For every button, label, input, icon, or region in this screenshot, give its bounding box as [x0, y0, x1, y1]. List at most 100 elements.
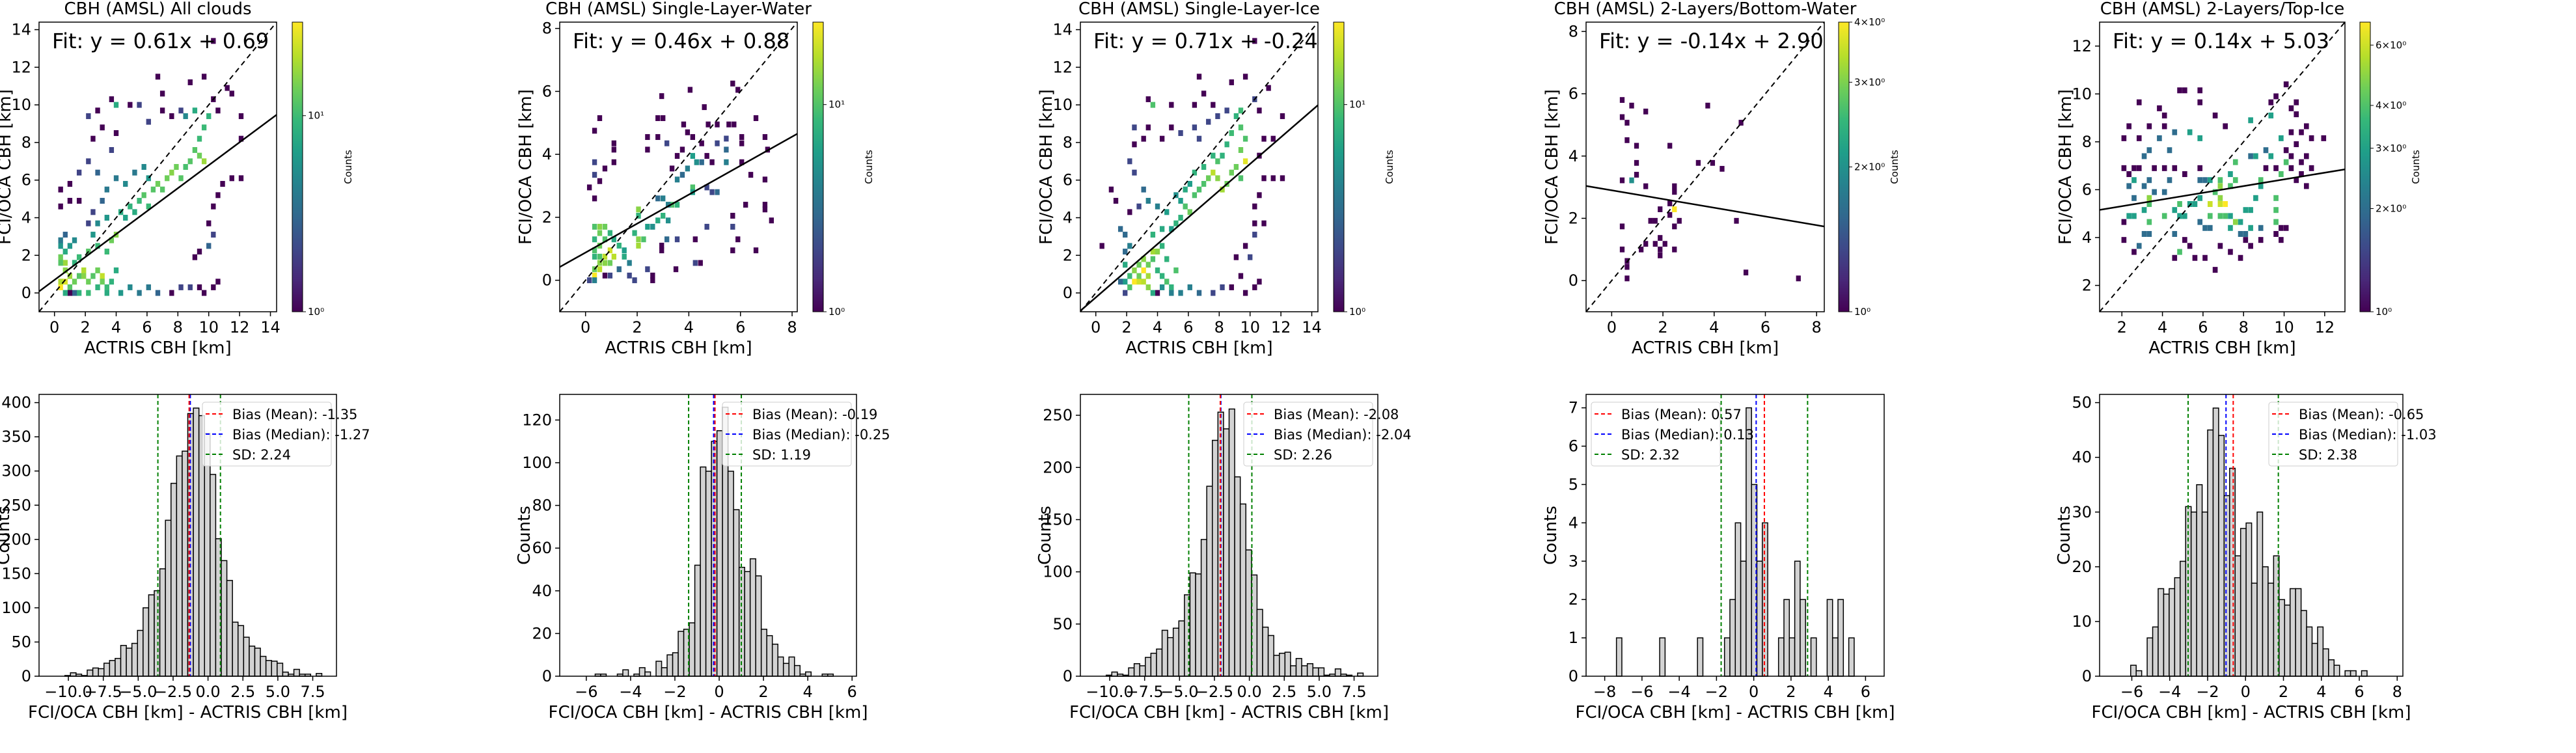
x-tick-label: −2.5	[154, 683, 192, 701]
axes-frame	[1585, 21, 1825, 312]
heatmap-cell	[150, 186, 156, 193]
heatmap-cell	[669, 165, 675, 172]
heatmap-cell	[694, 159, 699, 165]
heatmap-cell	[650, 272, 655, 279]
heatmap-cell	[132, 209, 137, 215]
x-tick-label: −6	[575, 683, 597, 701]
x-tick-label: 0	[49, 318, 59, 336]
histogram-bar	[1810, 637, 1817, 677]
heatmap-cell	[622, 247, 627, 254]
heatmap-cell	[95, 107, 100, 114]
heatmap-cell	[1619, 223, 1625, 230]
colorbar-label: Counts	[2410, 150, 2422, 184]
heatmap-cell	[592, 159, 597, 165]
heatmap-cell	[2197, 177, 2203, 184]
legend-entry: SD: 2.32	[1621, 447, 1680, 463]
heatmap-cell	[58, 284, 63, 290]
heatmap-cell	[2299, 171, 2304, 178]
y-tick-label: 60	[532, 539, 552, 557]
heatmap-cell	[159, 107, 165, 114]
heatmap-cell	[62, 267, 68, 273]
histogram-bar	[1234, 476, 1241, 677]
x-tick-label: 12	[2315, 318, 2335, 336]
heatmap-cell	[673, 266, 679, 273]
heatmap-cell	[753, 115, 759, 122]
x-tick-label: −2	[1705, 683, 1728, 701]
heatmap-cell	[2238, 230, 2243, 237]
heatmap-cell	[1155, 290, 1160, 296]
heatmap-cell	[2223, 213, 2228, 219]
heatmap-cell	[2223, 200, 2228, 208]
heatmap-cell	[636, 206, 641, 213]
heatmap-cell	[645, 146, 650, 153]
y-axis-label: Counts	[1541, 506, 1561, 565]
heatmap-cell	[2146, 177, 2152, 184]
heatmap-cell	[1215, 158, 1220, 165]
heatmap-cell	[2146, 123, 2152, 130]
heatmap-cell	[679, 172, 685, 178]
heatmap-cell	[62, 279, 68, 285]
heatmap-cell	[592, 172, 597, 178]
histogram-bar	[1783, 599, 1790, 677]
histogram-bar	[126, 648, 133, 677]
heatmap-cell	[1634, 143, 1639, 149]
histogram-bar	[1262, 626, 1269, 677]
x-tick-label: 12	[230, 318, 250, 336]
heatmap-cell	[1634, 159, 1639, 166]
histogram-bar	[2201, 512, 2208, 677]
y-tick-label: 20	[2072, 558, 2092, 576]
fit-line	[1586, 185, 1824, 228]
histogram-bar	[260, 655, 267, 677]
heatmap-cell	[1155, 249, 1160, 255]
y-tick-label: 250	[1, 496, 31, 514]
heatmap-cell	[1658, 246, 1663, 253]
x-tick-label: −4	[2158, 683, 2181, 701]
y-tick-label: 4	[2082, 228, 2092, 247]
heatmap-cell	[1196, 290, 1202, 296]
heatmap-cell	[1624, 275, 1630, 282]
heatmap-cell	[2258, 225, 2264, 231]
x-tick-label: 4	[1709, 318, 1719, 336]
legend-box	[2268, 402, 2398, 467]
heatmap-cell	[636, 242, 641, 249]
axes-frame	[1585, 394, 1885, 677]
heatmap-cell	[586, 277, 592, 284]
heatmap-cell	[724, 159, 729, 165]
heatmap-cell	[1159, 226, 1165, 232]
histogram-panel-hist-single-layer-ice: −10.0−7.5−5.0−2.5 0.0 2.5 5.0 7.5 0 50 100 150 20…	[1035, 394, 1412, 722]
heatmap-cell	[632, 277, 637, 284]
legend-entry: SD: 2.38	[2299, 447, 2357, 463]
x-axis-label: FCI/OCA CBH [km] - ACTRIS CBH [km]	[1069, 703, 1389, 722]
histogram-bar	[282, 671, 289, 677]
y-tick-label: 2	[542, 208, 552, 226]
histogram-bar	[2196, 484, 2203, 677]
histogram-bar	[109, 660, 116, 677]
histogram-bar	[204, 433, 211, 677]
heatmap-cell	[76, 273, 82, 279]
axes-frame	[559, 394, 857, 677]
heatmap-cell	[72, 279, 77, 285]
heatmap-cell	[1132, 169, 1137, 176]
histogram-bar	[221, 560, 228, 677]
x-tick-label: 0	[1607, 318, 1617, 336]
heatmap-cell	[2172, 129, 2178, 135]
heatmap-cell	[732, 121, 737, 128]
x-tick-label: 2	[1658, 318, 1667, 336]
histogram-bar	[182, 450, 189, 677]
identity-line	[560, 22, 797, 312]
heatmap-cell	[1233, 113, 1239, 119]
heatmap-cell	[1220, 186, 1225, 193]
heatmap-cell	[1238, 107, 1244, 114]
heatmap-cell	[2177, 213, 2182, 219]
y-tick-label: 50	[1052, 615, 1073, 633]
heatmap-cell	[1150, 249, 1156, 255]
histogram-bar	[2300, 610, 2307, 677]
heatmap-cell	[690, 153, 695, 159]
heatmap-cell	[2202, 225, 2208, 231]
heatmap-cell	[2303, 153, 2309, 159]
heatmap-cell	[2321, 135, 2327, 141]
x-tick-label: −8	[1593, 683, 1616, 701]
heatmap-cell	[1743, 269, 1749, 276]
heatmap-cell	[146, 203, 151, 210]
